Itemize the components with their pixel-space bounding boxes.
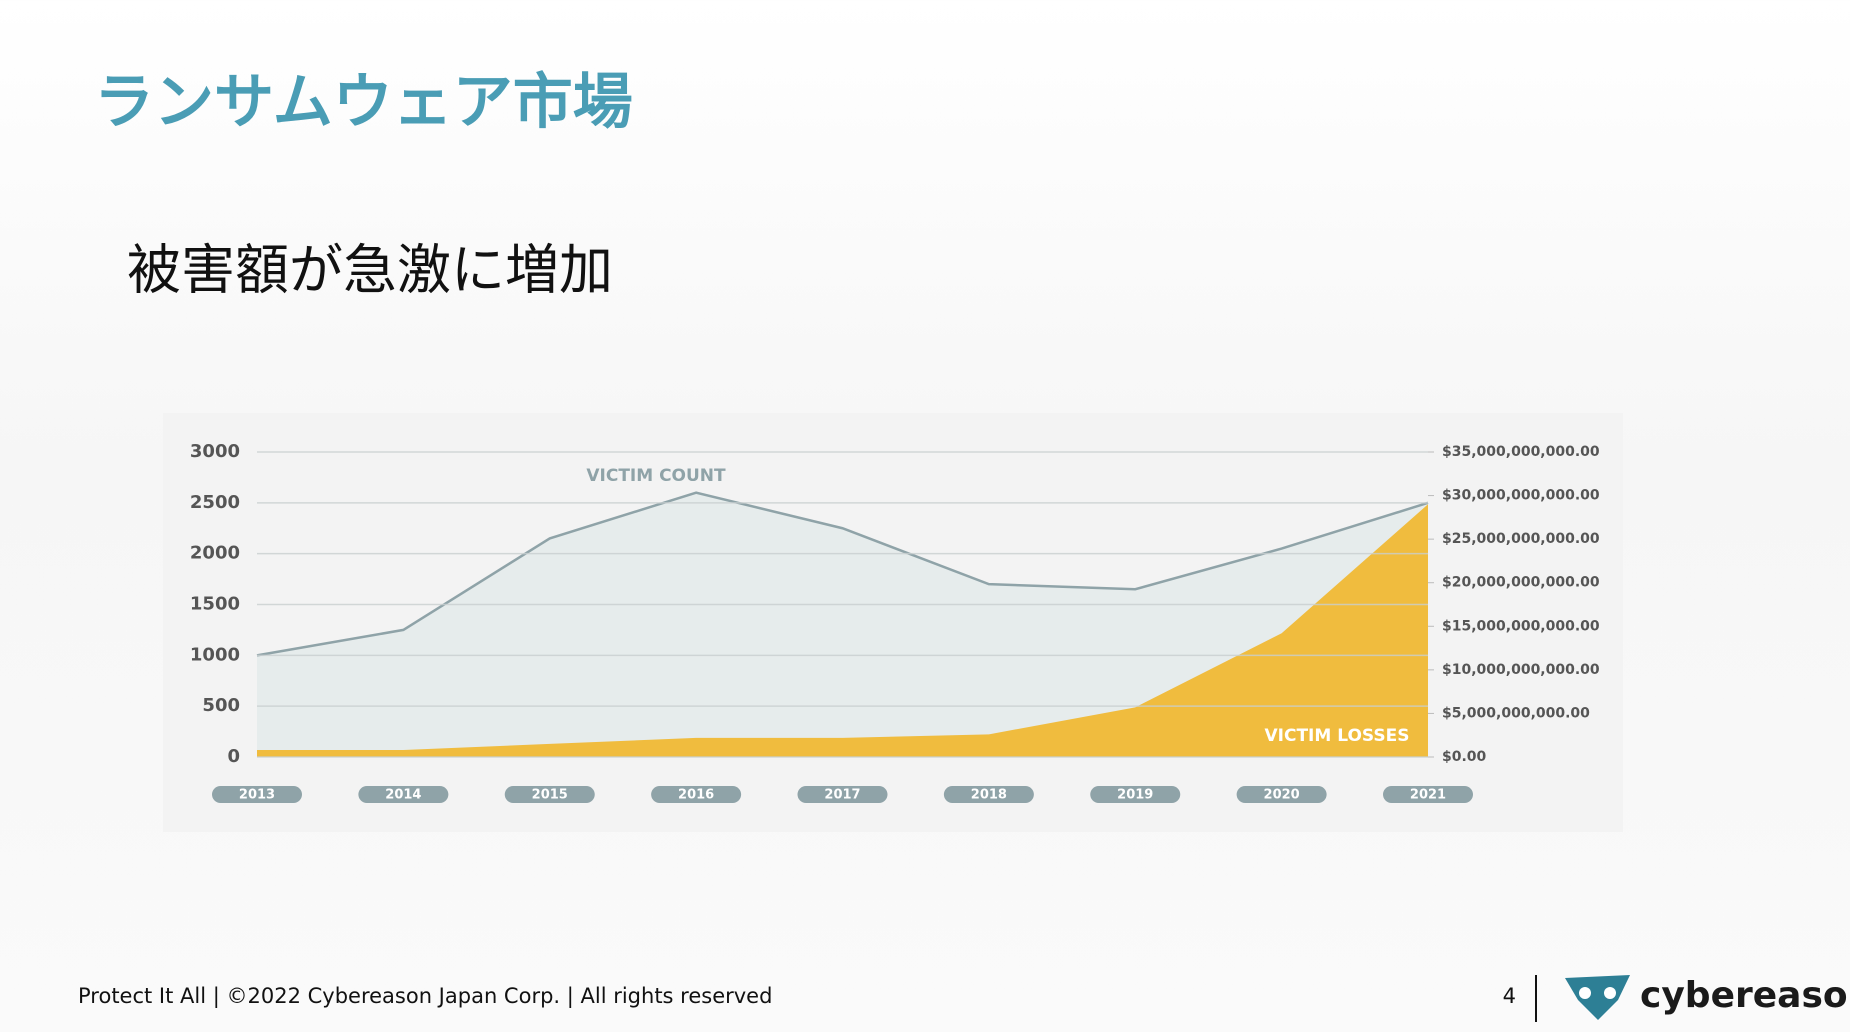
footer: Protect It All | ©2022 Cybereason Japan … <box>78 984 772 1009</box>
series-label: VICTIM COUNT <box>586 466 726 486</box>
y2-tick-label: $30,000,000,000.00 <box>1442 488 1600 504</box>
x-tick-label: 2017 <box>824 788 860 803</box>
y2-tick-label: $5,000,000,000.00 <box>1442 705 1590 721</box>
x-tick-pill <box>358 786 449 803</box>
slide-title: ランサムウェア市場 <box>94 68 633 138</box>
x-tick-pill <box>504 786 595 803</box>
series-label: VICTIM LOSSES <box>1265 726 1410 746</box>
logo-eye <box>1604 987 1616 999</box>
x-tick-pill <box>797 786 888 803</box>
line <box>256 491 1429 657</box>
area-fill <box>257 492 1428 757</box>
y-tick-label: 1000 <box>190 644 240 665</box>
x-tick-label: 2018 <box>971 788 1007 803</box>
logo-eye <box>1579 987 1591 999</box>
x-tick-label: 2021 <box>1410 788 1446 803</box>
y-tick-label: 1500 <box>190 594 240 615</box>
x-tick-pill <box>943 786 1034 803</box>
x-tick-pill <box>651 786 742 803</box>
logo-icon <box>1565 975 1630 1020</box>
page-number: 4 <box>1503 984 1516 1008</box>
area <box>257 504 1428 757</box>
x-tick-label: 2019 <box>1117 788 1153 803</box>
x-tick-pill <box>1090 786 1181 803</box>
slide-subtitle: 被害額が急激に増加 <box>127 239 613 302</box>
y2-tick-label: $15,000,000,000.00 <box>1442 618 1600 634</box>
x-tick-label: 2014 <box>385 788 421 803</box>
y-tick-label: 500 <box>202 695 240 716</box>
x-tick-label: 2016 <box>678 788 714 803</box>
y2-tick-label: $35,000,000,000.00 <box>1442 444 1600 460</box>
y-tick-label: 2000 <box>190 543 240 564</box>
y2-tick-label: $10,000,000,000.00 <box>1442 662 1600 678</box>
y2-tick-label: $20,000,000,000.00 <box>1442 575 1600 591</box>
x-tick-label: 2020 <box>1264 788 1300 803</box>
logo-text: cybereason <box>1640 975 1850 1016</box>
x-tick-pill <box>1236 786 1327 803</box>
y-tick-label: 3000 <box>190 441 240 462</box>
y-tick-label: 2500 <box>190 492 240 513</box>
x-tick-pill <box>212 786 302 803</box>
y2-tick-label: $25,000,000,000.00 <box>1442 531 1600 547</box>
x-tick-label: 2013 <box>239 788 275 803</box>
y2-tick-label: $0.00 <box>1442 749 1487 765</box>
chart: 0 500 1000 1500 2000 2500 3000 $0.00 $5,000,000,… <box>190 441 1600 803</box>
y-tick-label: 0 <box>227 746 240 767</box>
x-tick-label: 2015 <box>532 788 568 803</box>
x-tick-pill <box>1383 786 1473 803</box>
